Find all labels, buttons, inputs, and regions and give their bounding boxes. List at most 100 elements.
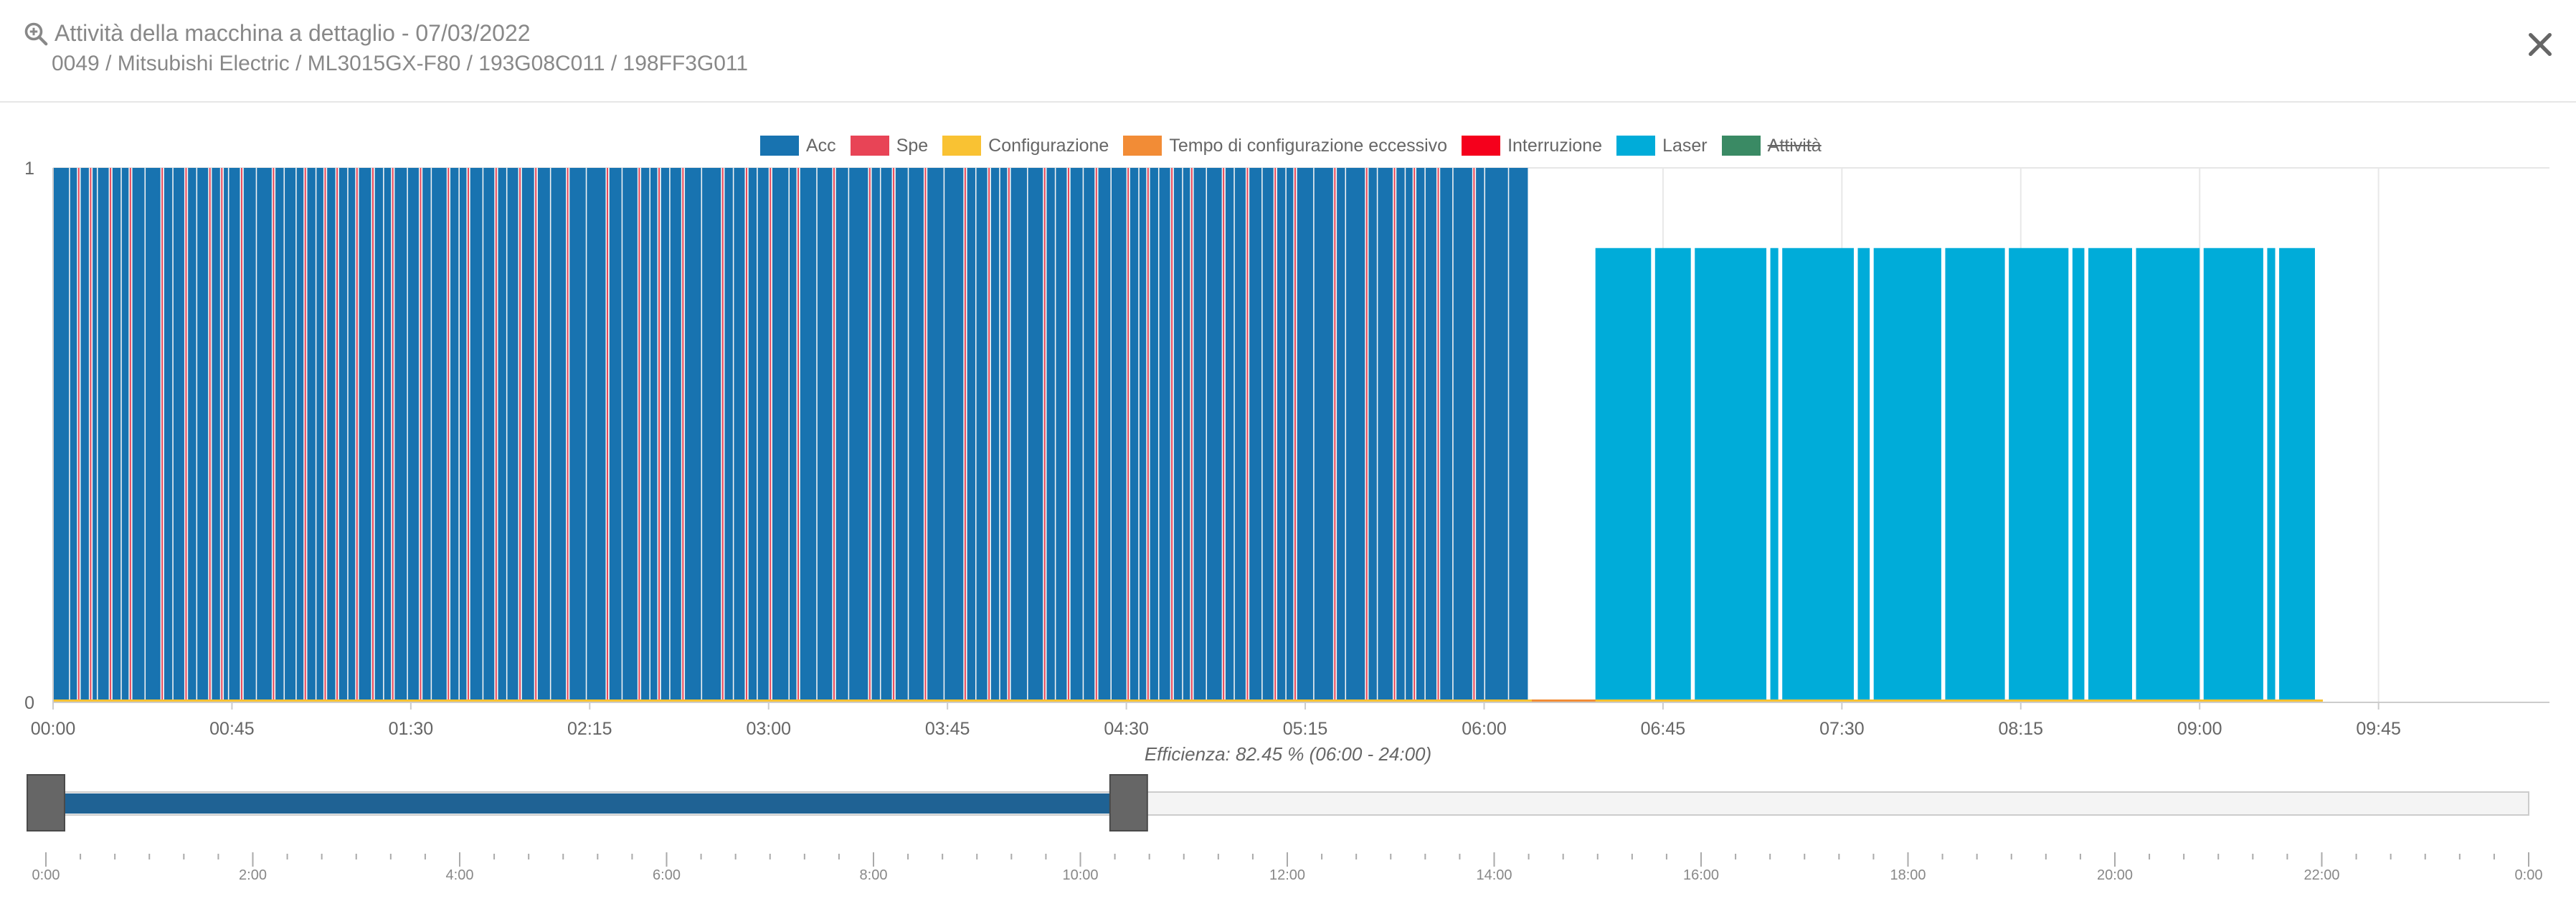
navigator-handle-left[interactable]	[27, 774, 65, 831]
legend-label: Configurazione	[988, 135, 1109, 156]
bar-gap	[788, 168, 790, 702]
bar-gap	[732, 168, 734, 702]
navigator-tick-label: 12:00	[1269, 867, 1305, 883]
bar-gap	[1110, 168, 1112, 702]
navigator-tick-label: 22:00	[2303, 867, 2339, 883]
bar-spe	[1334, 168, 1336, 702]
x-tick-label: 08:15	[1999, 719, 2044, 739]
bar-gap	[1484, 168, 1486, 702]
bar-gap	[549, 168, 551, 702]
machine-path: 0049 / Mitsubishi Electric / ML3015GX-F8…	[52, 52, 749, 75]
bar-spe	[1068, 168, 1069, 702]
bar-spe	[273, 168, 275, 702]
bar-spe	[1127, 168, 1130, 702]
bar-spe	[161, 168, 164, 702]
legend-item-configurazione[interactable]: Configurazione	[942, 136, 1109, 156]
legend-item-acc[interactable]: Acc	[760, 136, 836, 156]
navigator-tick-label: 0:00	[32, 867, 60, 883]
navigator-tick-label: 16:00	[1683, 867, 1719, 883]
bar-spe	[241, 168, 243, 702]
navigator-tick-label: 20:00	[2097, 867, 2133, 883]
legend-item-interruzione[interactable]: Interruzione	[1462, 136, 1602, 156]
bar-spe	[468, 168, 469, 702]
bar-laser	[2009, 248, 2069, 702]
bar-gap	[383, 168, 384, 702]
bar-spe	[1365, 168, 1368, 702]
bar-gap	[907, 168, 909, 702]
bar-gap	[144, 168, 146, 702]
legend-swatch	[942, 136, 982, 156]
bar-spe	[356, 168, 358, 702]
bar-spe	[304, 168, 306, 702]
bar-spe	[797, 168, 800, 702]
bar-spe	[371, 168, 374, 702]
x-tick-label: 09:00	[2177, 719, 2222, 739]
bar-gap	[506, 168, 508, 702]
bar-spe	[448, 168, 450, 702]
bar-gap	[283, 168, 285, 702]
bar-spe	[1223, 168, 1225, 702]
bar-spe	[1414, 168, 1416, 702]
bar-gap	[458, 168, 460, 702]
bar-gap	[975, 168, 977, 702]
x-tick-label: 09:45	[2356, 719, 2401, 739]
bar-spe	[336, 168, 338, 702]
bar-gap	[585, 168, 587, 702]
navigator-selection[interactable]	[46, 793, 1129, 814]
bar-laser	[2072, 248, 2085, 702]
legend-item-attivit-[interactable]: Attività	[1721, 136, 1822, 156]
bar-tempo-di-configurazione-eccessivo	[1531, 699, 1596, 702]
time-navigator[interactable]: 0:00 2:00 4:00 6:00 8:00 10:00 12:00 14:00 16:00…	[0, 768, 2576, 914]
bar-spe	[988, 168, 990, 702]
bar-spe	[495, 168, 497, 702]
activity-chart: 0 1 00:00 00:45 01:30 02:15 03:00 03:45 04:30 05:…	[24, 159, 2549, 739]
bar-spe	[964, 168, 966, 702]
legend-swatch	[1123, 136, 1162, 156]
modal-header: Attività della macchina a dettaglio - 07…	[0, 0, 2576, 103]
bar-laser	[2279, 248, 2315, 702]
bar-spe	[1393, 168, 1396, 702]
bar-spe	[185, 168, 187, 702]
navigator-handle-right[interactable]	[1109, 774, 1148, 831]
bar-gap	[1027, 168, 1028, 702]
bar-spe	[1473, 168, 1475, 702]
bar-gap	[669, 168, 671, 702]
bar-gap	[1424, 168, 1426, 702]
bar-gap	[1452, 168, 1454, 702]
legend-item-tempo-di-configurazione-eccessivo[interactable]: Tempo di configurazione eccessivo	[1123, 136, 1447, 156]
bar-spe	[1147, 168, 1149, 702]
bar-spe	[682, 168, 684, 702]
legend-item-laser[interactable]: Laser	[1616, 136, 1708, 156]
bar-spe	[90, 168, 92, 702]
legend-label: Spe	[896, 135, 929, 156]
bar-laser	[1782, 248, 1854, 702]
x-tick-label: 06:00	[1462, 719, 1507, 739]
navigator-tick-label: 2:00	[239, 867, 267, 883]
navigator-tick-label: 18:00	[1890, 867, 1926, 883]
legend-label: Interruzione	[1507, 135, 1603, 156]
bar-spe	[746, 168, 747, 702]
x-tick-label: 02:15	[567, 719, 612, 739]
x-tick-label: 01:30	[389, 719, 434, 739]
bar-gap	[255, 168, 257, 702]
bar-spe	[721, 168, 724, 702]
bar-laser	[1654, 248, 1691, 702]
bar-gap	[120, 168, 122, 702]
x-tick-label: 03:45	[925, 719, 970, 739]
legend-label: Tempo di configurazione eccessivo	[1169, 135, 1448, 156]
bar-spe	[1171, 168, 1173, 702]
bar-spe	[833, 168, 835, 702]
bar-gap	[1082, 168, 1084, 702]
close-icon[interactable]	[2526, 30, 2554, 59]
bar-gap	[816, 168, 818, 702]
bar-gap	[1182, 168, 1183, 702]
legend-swatch	[1462, 136, 1501, 156]
bar-spe	[324, 168, 326, 702]
x-tick-label: 00:45	[209, 719, 255, 739]
bar-spe	[893, 168, 895, 702]
legend-item-spe[interactable]: Spe	[850, 135, 929, 156]
title-row: Attività della macchina a dettaglio - 07…	[23, 20, 531, 47]
navigator-tick-label: 4:00	[446, 867, 474, 883]
bar-gap	[196, 168, 198, 702]
bar-laser	[1945, 248, 2005, 702]
